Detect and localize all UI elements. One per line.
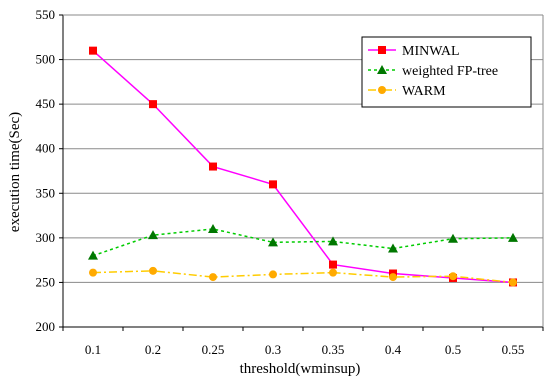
axes-layer [59,14,544,331]
y-tick-label-450: 450 [36,96,56,111]
legend-entry-1: weighted FP-tree [368,64,498,79]
series-1-line [92,228,514,257]
series-layer [88,46,518,287]
series-1-point-0.2 [148,230,158,240]
series-0-point-0.3 [269,180,277,189]
series-2-point-0.4 [389,273,397,282]
series-2-point-0.35 [329,268,337,277]
y-tick-label-300: 300 [36,230,56,245]
series-1 [88,223,518,260]
series-2 [89,266,517,287]
legend-entry-2: WARM [368,84,446,99]
legend-entry-2-label: WARM [402,84,446,99]
series-2-point-0.25 [209,273,217,282]
series-2-point-0.55 [509,278,517,287]
series-0-point-0.35 [329,260,337,269]
series-0-point-0.1 [89,46,97,55]
series-2-line [92,270,514,284]
x-tick-label-0.55: 0.55 [502,342,525,357]
series-2-point-0.2 [149,266,157,275]
legend-entry-0-label: MINWAL [402,44,460,59]
legend-entry-1-swatch-marker [377,65,387,74]
y-tick-label-200: 200 [36,319,56,334]
series-0-point-0.25 [209,162,217,171]
x-tick-label-0.3: 0.3 [265,342,281,357]
x-axis-title: threshold(wminsup) [240,361,361,377]
legend-entry-0-swatch-marker [378,46,386,54]
series-2-point-0.5 [449,272,457,281]
y-tick-label-400: 400 [36,141,56,156]
y-tick-label-500: 500 [36,52,56,67]
y-axis-title: execution time(Sec) [7,112,23,232]
y-tick-label-350: 350 [36,185,56,200]
legend-entry-1-label: weighted FP-tree [402,64,498,79]
series-1-point-0.5 [448,233,458,243]
x-tick-label-0.5: 0.5 [445,342,461,357]
x-tick-label-0.25: 0.25 [202,342,225,357]
legend-entry-2-swatch-marker [378,86,386,94]
legend-entry-0: MINWAL [368,44,460,59]
y-tick-label-250: 250 [36,274,56,289]
legend-box [361,36,532,108]
series-1-point-0.25 [208,223,218,233]
x-tick-label-0.1: 0.1 [85,342,101,357]
series-1-point-0.1 [88,250,98,260]
series-0-line [92,50,514,284]
x-tick-label-0.2: 0.2 [145,342,161,357]
y-tick-label-550: 550 [36,7,56,22]
series-1-point-0.3 [268,237,278,247]
legend: MINWAL weighted FP-tree WARM [361,36,532,108]
series-0-point-0.2 [149,100,157,109]
x-tick-label-0.4: 0.4 [385,342,402,357]
series-2-point-0.3 [269,270,277,279]
series-2-point-0.1 [89,268,97,277]
series-1-point-0.4 [388,243,398,253]
series-1-point-0.35 [328,236,338,246]
x-tick-label-0.35: 0.35 [322,342,345,357]
ticks-layer: 200 250 300 350 400 450 500 550 0.1 0.2 0.25 0.3 0.3… [36,7,525,357]
series-1-point-0.55 [508,232,518,242]
